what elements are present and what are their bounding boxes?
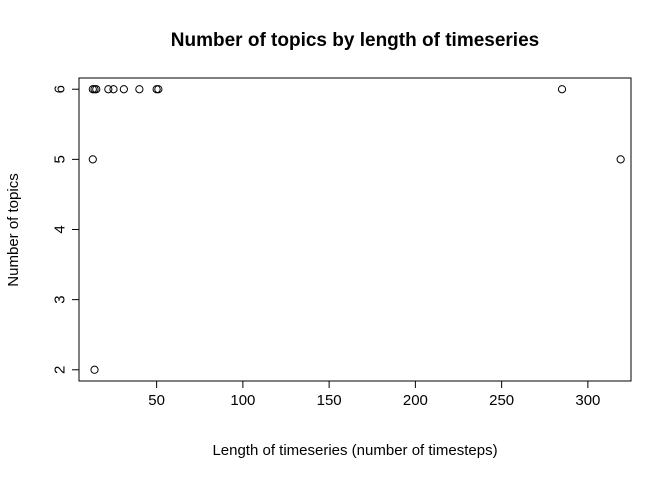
plot-area-frame [78, 77, 632, 382]
x-tick-label: 300 [575, 392, 600, 409]
y-tick-label: 6 [52, 85, 69, 93]
chart-title: Number of topics by length of timeseries [171, 30, 539, 51]
data-points [88, 85, 625, 374]
x-tick-label: 50 [148, 392, 165, 409]
data-point [616, 155, 625, 164]
y-tick-label: 2 [52, 366, 69, 374]
y-tick-label: 4 [52, 225, 69, 233]
x-tick-label: 250 [489, 392, 514, 409]
data-point [90, 85, 99, 94]
data-point [109, 85, 118, 94]
y-axis: 2 3 4 5 6 [52, 85, 80, 374]
x-tick-label: 200 [403, 392, 428, 409]
y-tick-label: 3 [52, 295, 69, 303]
x-axis-label: Length of timeseries (number of timestep… [212, 442, 497, 459]
y-axis-label: Number of topics [5, 173, 22, 286]
data-point [154, 85, 163, 94]
x-tick-label: 100 [230, 392, 255, 409]
data-point [88, 155, 97, 164]
data-point [135, 85, 144, 94]
y-tick-label: 5 [52, 155, 69, 163]
data-point [557, 85, 567, 94]
data-point [90, 365, 99, 374]
data-point [152, 85, 161, 94]
data-point [92, 85, 101, 94]
data-point [119, 85, 128, 94]
x-axis: 50 100 150 200 250 300 [148, 380, 600, 409]
x-tick-label: 150 [317, 392, 342, 409]
data-point [104, 85, 113, 94]
